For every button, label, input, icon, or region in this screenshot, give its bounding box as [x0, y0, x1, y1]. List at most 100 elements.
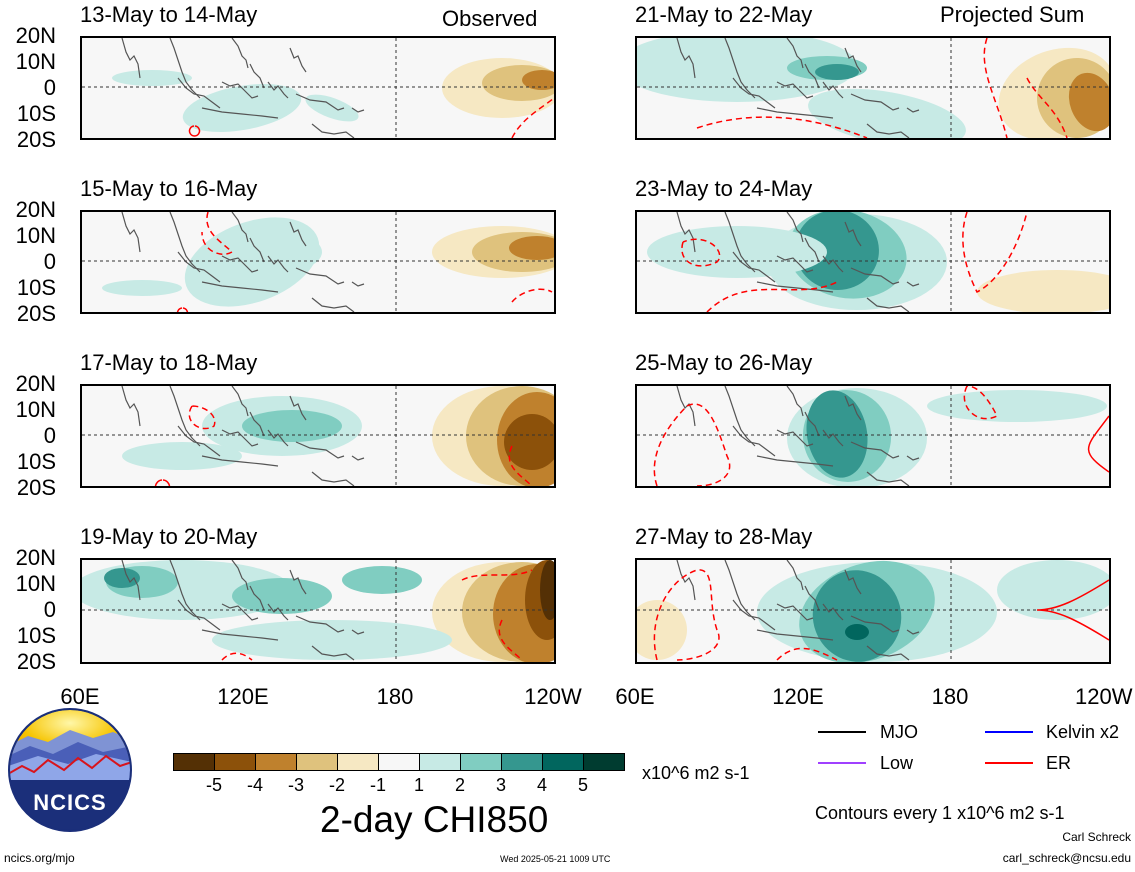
colorbar-swatch: [501, 753, 543, 771]
panel-title: 15-May to 16-May: [80, 176, 258, 201]
anomaly-shading: [242, 410, 342, 442]
colorbar-tick-label: -5: [205, 775, 222, 795]
anomaly-shading: [102, 280, 182, 296]
colorbar-tick-label: 2: [454, 775, 465, 795]
lat-label: 10N: [15, 571, 56, 596]
lat-label: 10S: [16, 101, 56, 126]
colorbar-swatch: [378, 753, 420, 771]
colorbar-swatch: [214, 753, 256, 771]
lon-label: 120E: [217, 684, 269, 709]
lat-label: 20S: [16, 649, 56, 674]
colorbar-tick-label: 1: [413, 775, 424, 795]
er-contour-negative: [1026, 77, 1068, 138]
lat-label: 10N: [15, 49, 56, 74]
er-contour-negative: [776, 647, 838, 661]
er-contour-positive: [1088, 415, 1109, 473]
anomaly-shading: [927, 390, 1107, 422]
panel-title: 23-May to 24-May: [635, 176, 813, 201]
anomaly-shading: [795, 212, 879, 291]
map-panel-observed-3: [80, 384, 556, 488]
product-title: 2-day CHI850: [320, 799, 549, 840]
map-panel-projected-3: [635, 384, 1111, 488]
anomaly-shading: [104, 568, 140, 588]
anomaly-shading: [806, 390, 868, 478]
colorbar-tick-label: -1: [369, 775, 386, 795]
projected-sum-label: Projected Sum: [940, 2, 1085, 27]
legend-line-er: [985, 762, 1033, 764]
anomaly-shading: [232, 578, 332, 614]
lon-label: 60E: [60, 684, 100, 709]
anomaly-shading: [122, 442, 242, 470]
colorbar-swatch: [542, 753, 584, 771]
anomaly-shading: [812, 570, 902, 662]
colorbar-tick-label: -3: [287, 775, 304, 795]
anomaly-shading: [509, 236, 554, 260]
er-contour-negative: [681, 238, 721, 267]
lat-label: 10S: [16, 623, 56, 648]
er-contour-negative: [706, 281, 838, 312]
lat-label: 10S: [16, 449, 56, 474]
map-panel-projected-1: [635, 36, 1111, 140]
anomaly-shading: [637, 38, 857, 102]
lat-label: 10N: [15, 397, 56, 422]
colorbar-tick-label: 4: [536, 775, 547, 795]
legend-label-er: ER: [1046, 753, 1072, 773]
er-contour-negative: [188, 405, 216, 430]
map-panel-observed-1: [80, 36, 556, 140]
observed-label: Observed: [442, 6, 538, 31]
panel-title: 27-May to 28-May: [635, 524, 813, 549]
er-contour-negative: [653, 569, 720, 661]
anomaly-shading: [1068, 72, 1109, 132]
coastline: [676, 212, 920, 312]
lat-label: 0: [43, 249, 56, 274]
lon-label: 180: [376, 684, 414, 709]
lat-label: 20N: [15, 197, 56, 222]
map-panel-projected-4: [635, 558, 1111, 664]
footer-author: Carl Schreck: [1062, 830, 1131, 844]
colorbar-swatch: [296, 753, 338, 771]
map-panel-observed-2: [80, 210, 556, 314]
lon-label: 120W: [1075, 686, 1133, 708]
er-contour-positive: [154, 479, 171, 486]
anomaly-shading: [504, 414, 554, 470]
er-contour-negative: [511, 97, 554, 138]
colorbar-swatch: [460, 753, 502, 771]
er-contour-negative: [962, 212, 1028, 294]
colorbar-tick-label: -4: [246, 775, 263, 795]
legend-line-mjo: [818, 731, 866, 733]
lat-label: 20N: [15, 23, 56, 48]
lat-label: 20S: [16, 127, 56, 152]
footer-timestamp: Wed 2025-05-21 1009 UTC: [500, 854, 611, 864]
anomaly-shading: [242, 232, 322, 272]
colorbar-swatch: [419, 753, 461, 771]
anomaly-shading: [112, 70, 192, 86]
colorbar-swatch: [173, 753, 215, 771]
panel-title: 13-May to 14-May: [80, 2, 258, 27]
lon-label: 120E: [772, 684, 824, 709]
coastline: [121, 38, 365, 138]
er-contour-negative: [983, 38, 1008, 138]
legend-label-low: Low: [880, 753, 914, 773]
panel-title: 21-May to 22-May: [635, 2, 813, 27]
anomaly-shading: [212, 620, 452, 660]
colorbar-swatch: [337, 753, 379, 771]
colorbar-tick-label: 5: [577, 775, 588, 795]
er-contour-negative: [511, 288, 553, 303]
colorbar: [173, 753, 625, 771]
colorbar-swatch: [255, 753, 297, 771]
er-contour-negative: [963, 386, 999, 420]
colorbar-units: x10^6 m2 s-1: [642, 763, 750, 783]
legend-line-low: [818, 762, 866, 764]
lat-label: 0: [43, 597, 56, 622]
lat-label: 20S: [16, 475, 56, 500]
er-contour-negative: [696, 116, 868, 138]
anomaly-shading: [815, 64, 859, 80]
anomaly-shading: [845, 624, 869, 640]
anomaly-shading: [997, 560, 1109, 620]
er-contour-negative: [201, 212, 234, 255]
colorbar-swatch: [583, 753, 625, 771]
lat-label: 0: [43, 75, 56, 100]
panel-title: 25-May to 26-May: [635, 350, 813, 375]
anomaly-shading: [808, 88, 966, 138]
map-panel-projected-2: [635, 210, 1111, 314]
